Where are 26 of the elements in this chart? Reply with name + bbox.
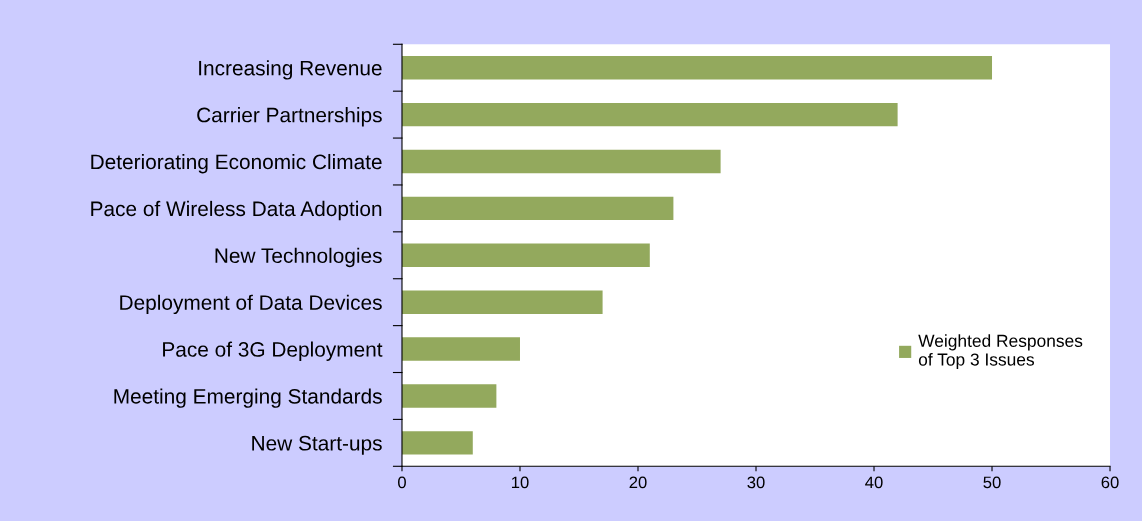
bar [401, 196, 674, 221]
x-tick-label: 20 [629, 476, 647, 489]
y-tick-label: Carrier Partnerships [197, 107, 382, 127]
bar [401, 243, 650, 268]
bar [401, 290, 603, 314]
y-tick-label: Deployment of Data Devices [120, 294, 382, 315]
bar [401, 102, 898, 127]
y-tick-label: New Start-ups [252, 435, 382, 455]
bar [401, 431, 473, 455]
x-tick-label: 30 [747, 476, 765, 489]
x-tick-label: 40 [865, 476, 883, 489]
bar [401, 337, 520, 361]
y-tick-label: Increasing Revenue [199, 60, 382, 80]
y-tick-label: Pace of 3G Deployment [163, 341, 383, 361]
y-tick-label: Meeting Emerging Standards [114, 388, 382, 408]
x-tick-label: 50 [983, 476, 1001, 489]
x-tick-label: 10 [511, 476, 529, 489]
x-tick-label: 0 [398, 476, 406, 489]
y-tick-label: New Technologies [215, 247, 382, 268]
legend-label: Weighted Responses of Top 3 Issues [918, 334, 1083, 370]
y-tick-label: Deteriorating Economic Climate [91, 153, 382, 174]
bar [401, 384, 497, 408]
bar [401, 149, 721, 174]
x-tick-label: 60 [1101, 476, 1119, 489]
bar [401, 56, 993, 80]
y-tick-label: Pace of Wireless Data Adoption [91, 200, 382, 221]
